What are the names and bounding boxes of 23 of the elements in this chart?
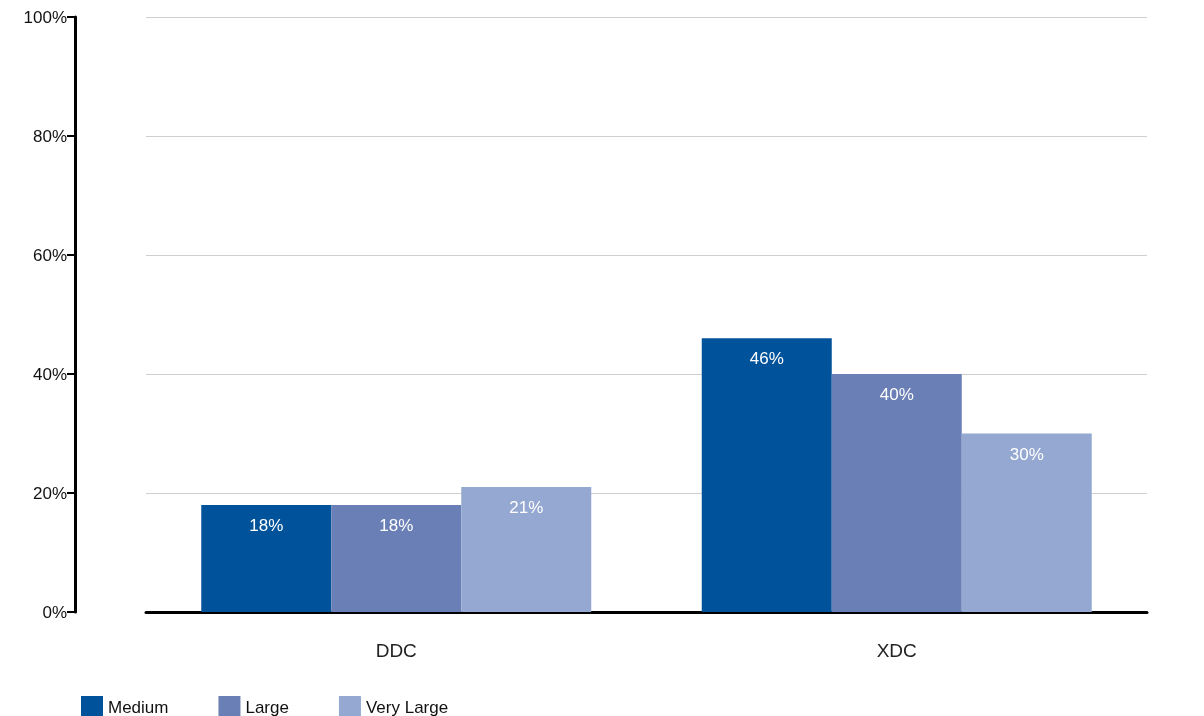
data-label: 21% <box>509 498 544 518</box>
data-label: 18% <box>249 515 284 535</box>
bar <box>461 487 592 612</box>
bar <box>831 374 962 612</box>
y-tick-label: 60% <box>32 245 67 265</box>
bar <box>701 338 832 612</box>
bar <box>201 504 332 612</box>
x-tick-label: XDC <box>876 640 917 661</box>
legend-label: Large <box>245 697 289 716</box>
y-tick-label: 40% <box>32 364 67 384</box>
legend-label: Very Large <box>365 697 449 716</box>
data-label: 30% <box>1009 444 1044 464</box>
bar <box>331 504 462 612</box>
y-tick-label: 100% <box>23 7 67 27</box>
data-label: 40% <box>879 385 914 404</box>
y-tick-label: 80% <box>32 126 67 146</box>
legend-label: Medium <box>108 697 169 716</box>
x-tick-label: DDC <box>375 640 417 661</box>
bar <box>961 433 1092 612</box>
y-tick-label: 20% <box>32 483 67 503</box>
data-label: 18% <box>379 515 414 535</box>
data-label: 46% <box>749 349 784 369</box>
y-tick-label: 0% <box>42 602 67 622</box>
